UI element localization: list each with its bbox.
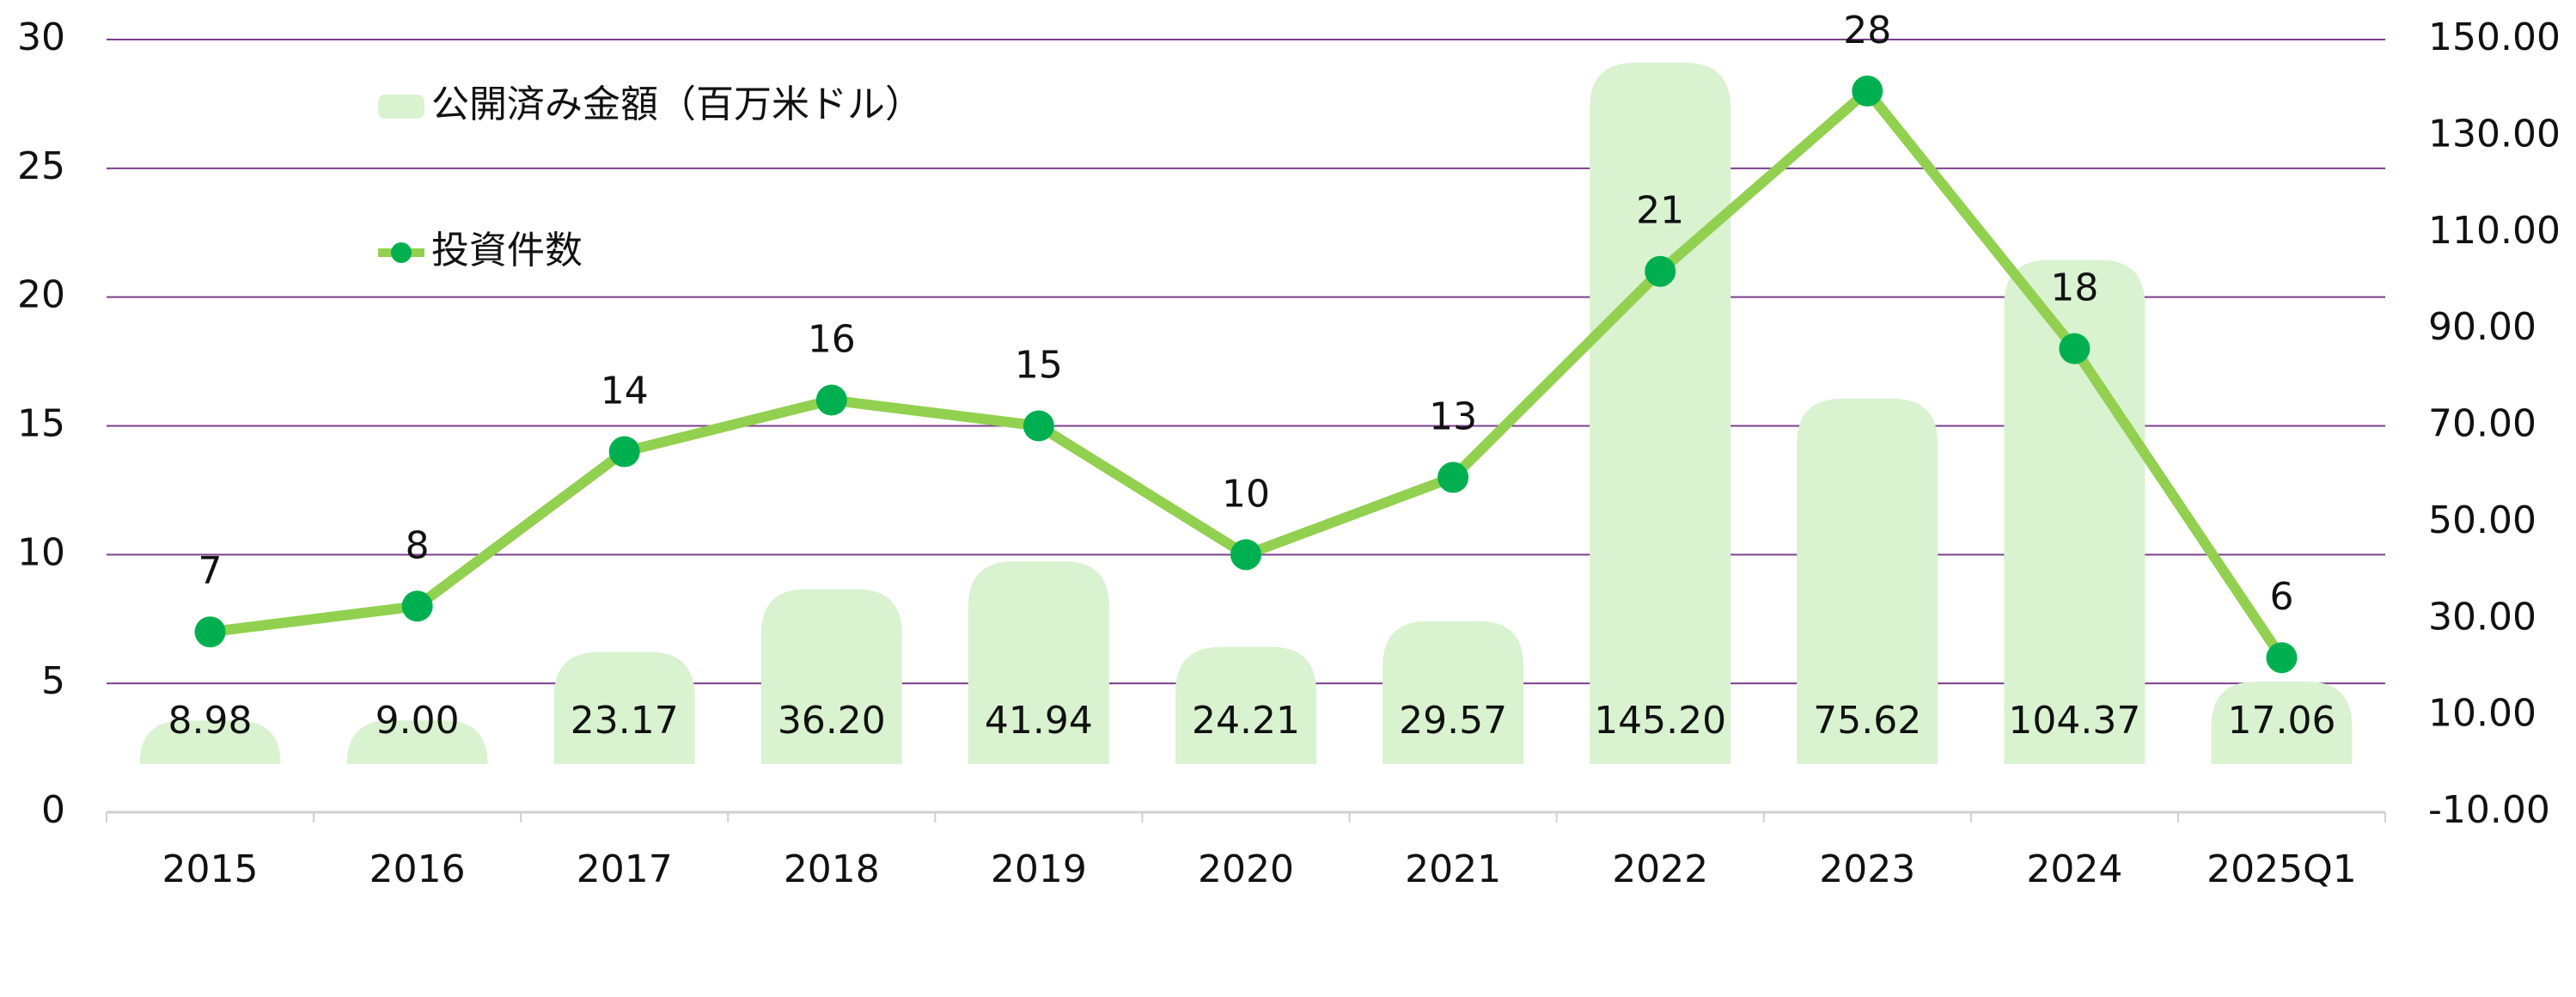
y2-tick-label: 150.00 [2428, 15, 2561, 59]
bar [760, 589, 902, 764]
bar [1175, 646, 1316, 764]
bar [346, 720, 488, 764]
line-marker [1852, 75, 1883, 107]
x-tick-label: 2017 [577, 847, 673, 891]
line-value-label: 14 [601, 369, 649, 413]
bar-value-label: 23.17 [571, 699, 679, 743]
y-tick-label: 5 [41, 659, 65, 703]
y2-tick-label: 30.00 [2428, 595, 2536, 639]
y2-tick-label: 130.00 [2428, 112, 2561, 156]
line-value-label: 6 [2269, 575, 2293, 619]
line-marker [1645, 255, 1676, 287]
bar-value-label: 145.20 [1594, 699, 1726, 743]
x-tick-label: 2015 [162, 847, 259, 891]
legend-swatch [378, 95, 424, 119]
y-tick-label: 15 [17, 402, 65, 446]
y-tick-label: 0 [41, 788, 65, 832]
line-value-label: 28 [1843, 9, 1891, 52]
bar [1383, 621, 1524, 764]
bar [968, 561, 1109, 764]
y2-tick-label: 110.00 [2428, 209, 2561, 253]
x-tick-label: 2023 [1819, 847, 1915, 891]
x-tick-label: 2016 [369, 847, 466, 891]
legend-swatch [391, 242, 412, 263]
y2-tick-label: 70.00 [2428, 402, 2536, 446]
line-value-label: 8 [406, 523, 430, 567]
line-marker [401, 590, 433, 622]
x-tick-label: 2022 [1612, 847, 1708, 891]
bar-value-label: 24.21 [1192, 699, 1300, 743]
bar-value-label: 8.98 [168, 699, 253, 743]
bar [2004, 260, 2146, 764]
bar-value-label: 29.57 [1399, 699, 1507, 743]
bar-value-label: 36.20 [778, 699, 886, 743]
line-value-label: 21 [1636, 189, 1684, 233]
y-tick-label: 20 [17, 273, 65, 317]
line-value-label: 10 [1222, 472, 1270, 516]
x-tick-label: 2024 [2026, 847, 2122, 891]
y-tick-label: 25 [17, 144, 65, 188]
line-marker [1230, 539, 1261, 571]
bar-value-label: 41.94 [985, 699, 1093, 743]
line-marker [194, 616, 226, 648]
line [209, 85, 2286, 661]
x-tick-label: 2019 [991, 847, 1087, 891]
x-tick-label: 2020 [1198, 847, 1294, 891]
x-tick-label: 2021 [1405, 847, 1501, 891]
line-value-label: 7 [198, 549, 223, 593]
bar [1797, 398, 1938, 764]
bar-value-label: 104.37 [2008, 699, 2140, 743]
line-marker [2059, 333, 2091, 364]
bar-value-label: 17.06 [2227, 699, 2335, 743]
y2-tick-label: 50.00 [2428, 498, 2536, 542]
y-tick-label: 30 [17, 15, 65, 59]
line-marker [1438, 462, 1469, 493]
bar [553, 651, 695, 764]
x-tick-label: 2018 [784, 847, 880, 891]
bar [139, 720, 281, 764]
line-marker [608, 436, 640, 468]
x-tick-label: 2025Q1 [2207, 847, 2357, 891]
y-tick-label: 10 [17, 530, 65, 574]
line-value-label: 16 [808, 318, 856, 362]
bar [1590, 62, 1731, 764]
line-marker [815, 384, 847, 416]
bar [2211, 681, 2353, 764]
line-value-label: 18 [2050, 266, 2098, 310]
y2-tick-label: -10.00 [2428, 788, 2550, 832]
line-marker [2266, 642, 2298, 674]
line-marker [1022, 410, 1054, 442]
y2-tick-label: 10.00 [2428, 692, 2536, 736]
line-value-label: 15 [1015, 344, 1063, 388]
legend-label: 公開済み金額（百万米ドル） [431, 83, 923, 126]
legend-label: 投資件数 [431, 229, 583, 272]
y2-tick-label: 90.00 [2428, 305, 2536, 349]
bar-value-label: 75.62 [1813, 699, 1921, 743]
bar-value-label: 9.00 [375, 699, 460, 743]
line-value-label: 13 [1429, 395, 1477, 438]
